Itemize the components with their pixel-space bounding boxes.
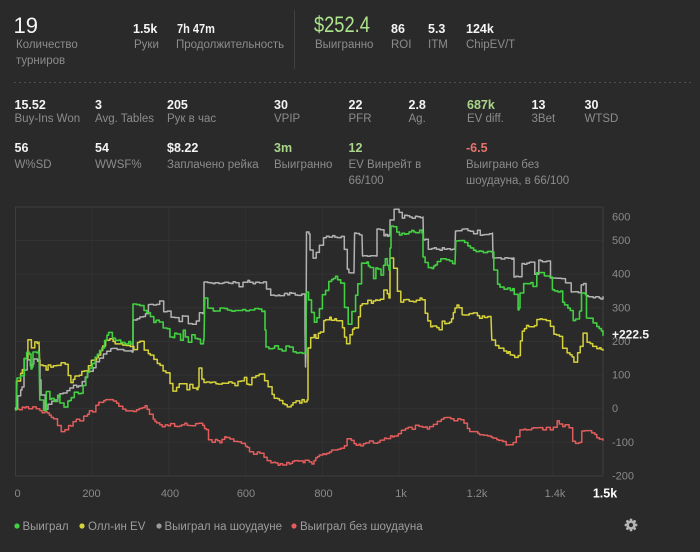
svg-text:-200: -200 [612, 471, 634, 483]
svg-text:600: 600 [237, 488, 255, 500]
svg-text:300: 300 [612, 302, 630, 314]
svg-text:0: 0 [612, 403, 618, 415]
svg-text:200: 200 [82, 488, 100, 500]
svg-text:600: 600 [612, 212, 630, 224]
svg-text:100: 100 [612, 370, 630, 382]
svg-text:1k: 1k [395, 488, 407, 500]
svg-text:500: 500 [612, 235, 630, 247]
svg-text:Выиграл: Выиграл [23, 521, 69, 533]
svg-text:1.2k: 1.2k [467, 488, 488, 500]
svg-text:400: 400 [612, 269, 630, 281]
svg-text:1.5k: 1.5k [593, 487, 617, 501]
svg-text:1.4k: 1.4k [545, 488, 566, 500]
svg-text:800: 800 [314, 488, 332, 500]
svg-text:Выиграл на шоудауне: Выиграл на шоудауне [165, 521, 283, 533]
svg-text:200: 200 [612, 336, 630, 348]
svg-text:+222.5: +222.5 [612, 328, 649, 342]
svg-text:0: 0 [14, 488, 20, 500]
svg-text:400: 400 [161, 488, 179, 500]
svg-text:Выиграл без шоудауна: Выиграл без шоудауна [300, 521, 423, 533]
svg-text:Олл-ин EV: Олл-ин EV [88, 521, 146, 533]
svg-text:-100: -100 [612, 437, 634, 449]
